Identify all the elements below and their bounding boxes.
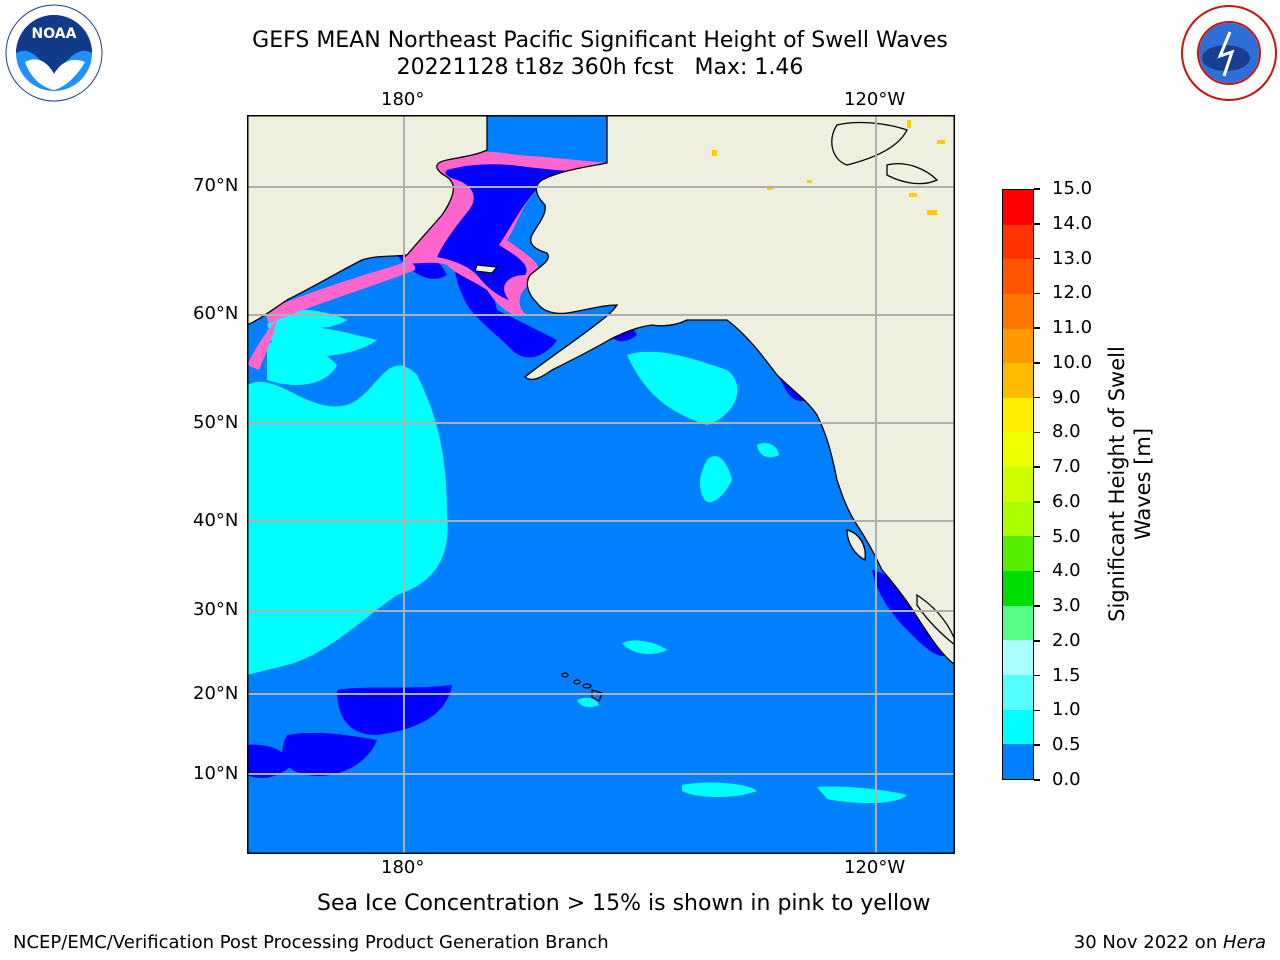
lon-label-bottom-180: 180° [381,857,425,878]
colorbar-ticks: 15.0 14.0 13.0 12.0 11.0 10.0 9.0 8.0 7.0 6.0 5.0 4… [1034,178,1094,790]
colorbar-tick-label: 0.0 [1052,769,1081,790]
colorbar-swatch [1003,397,1033,433]
colorbar-tick-mark [1034,223,1040,225]
lat-label-10n: 10°N [193,763,239,784]
colorbar [1002,189,1034,780]
colorbar-swatch [1003,605,1033,641]
noaa-logo-text: NOAA [32,26,77,42]
footer-host: Hera [1222,932,1266,953]
colorbar-swatch [1003,224,1033,260]
colorbar-tick-mark [1034,292,1040,295]
colorbar-swatch [1003,328,1033,364]
colorbar-tick-mark [1034,535,1040,538]
colorbar-tick-label: 7.0 [1052,456,1081,478]
sea-ice-flecks [712,120,945,215]
lat-label-30n: 30°N [193,599,239,620]
colorbar-tick-label: 9.0 [1052,386,1081,408]
colorbar-tick-label: 3.0 [1052,595,1081,617]
colorbar-swatch [1003,709,1033,745]
colorbar-swatch [1003,674,1033,710]
map-plot [247,115,955,854]
colorbar-tick-mark [1034,501,1040,503]
colorbar-tick-mark [1034,188,1040,190]
colorbar-tick-mark [1034,674,1040,677]
colorbar-tick-mark [1034,362,1040,364]
colorbar-tick-label: 6.0 [1052,490,1081,512]
colorbar-tick-mark [1034,744,1040,746]
noaa-logo: NOAA [5,4,103,102]
colorbar-tick-label: 0.5 [1052,734,1081,756]
colorbar-tick-mark [1034,396,1040,399]
colorbar-tick-label: 5.0 [1052,525,1081,547]
colorbar-swatch [1003,467,1033,502]
colorbar-tick-mark [1034,257,1040,260]
lat-label-60n: 60°N [193,303,239,324]
colorbar-tick-mark [1034,605,1040,607]
colorbar-tick-mark [1034,570,1040,573]
colorbar-tick-mark [1034,327,1040,329]
colorbar-tick-label: 11.0 [1052,317,1093,339]
colorbar-swatch [1003,432,1033,468]
colorbar-tick-label: 2.0 [1052,629,1081,651]
colorbar-swatch [1003,293,1033,329]
footer-date: 30 Nov 2022 on [1073,932,1223,953]
colorbar-label-line1: Significant Height of Swell [1105,346,1129,622]
colorbar-tick-label: 14.0 [1052,212,1093,234]
colorbar-swatch [1003,744,1033,779]
footer-right: 30 Nov 2022 on Hera [1074,932,1266,953]
colorbar-swatch [1003,363,1033,398]
colorbar-tick-label: 12.0 [1052,282,1093,304]
colorbar-swatch [1003,501,1033,537]
lat-label-40n: 40°N [193,510,239,531]
colorbar-tick-label: 15.0 [1052,178,1093,199]
colorbar-tick-mark [1034,640,1040,642]
nws-logo [1180,4,1278,102]
colorbar-swatch [1003,259,1033,294]
graticule [247,115,955,854]
colorbar-tick-label: 1.0 [1052,699,1081,721]
colorbar-swatch [1003,190,1033,225]
colorbar-tick-label: 13.0 [1052,247,1093,269]
colorbar-swatch [1003,640,1033,675]
lat-label-50n: 50°N [193,412,239,433]
lon-label-bottom-120w: 120°W [844,857,906,878]
chart-title: GEFS MEAN Northeast Pacific Significant … [252,28,948,53]
lat-label-70n: 70°N [193,175,239,196]
chart-subtitle: 20221128 t18z 360h fcst Max: 1.46 [396,55,804,80]
lat-label-20n: 20°N [193,683,239,704]
colorbar-tick-label: 10.0 [1052,351,1093,373]
colorbar-tick-mark [1034,466,1040,468]
colorbar-tick-label: 1.5 [1052,664,1081,686]
colorbar-label-line2: Waves [m] [1131,427,1155,541]
sea-ice-note: Sea Ice Concentration > 15% is shown in … [317,891,931,916]
lon-label-top-180: 180° [381,89,425,110]
colorbar-swatch [1003,536,1033,572]
land-masses [247,115,955,666]
colorbar-tick-label: 4.0 [1052,560,1081,582]
lon-label-top-120w: 120°W [844,89,906,110]
colorbar-tick-label: 8.0 [1052,421,1081,443]
colorbar-tick-mark [1034,709,1040,712]
map-frame [247,115,955,854]
footer-left: NCEP/EMC/Verification Post Processing Pr… [13,932,609,953]
colorbar-swatch [1003,571,1033,606]
colorbar-tick-mark [1034,779,1040,781]
colorbar-tick-mark [1034,431,1040,434]
